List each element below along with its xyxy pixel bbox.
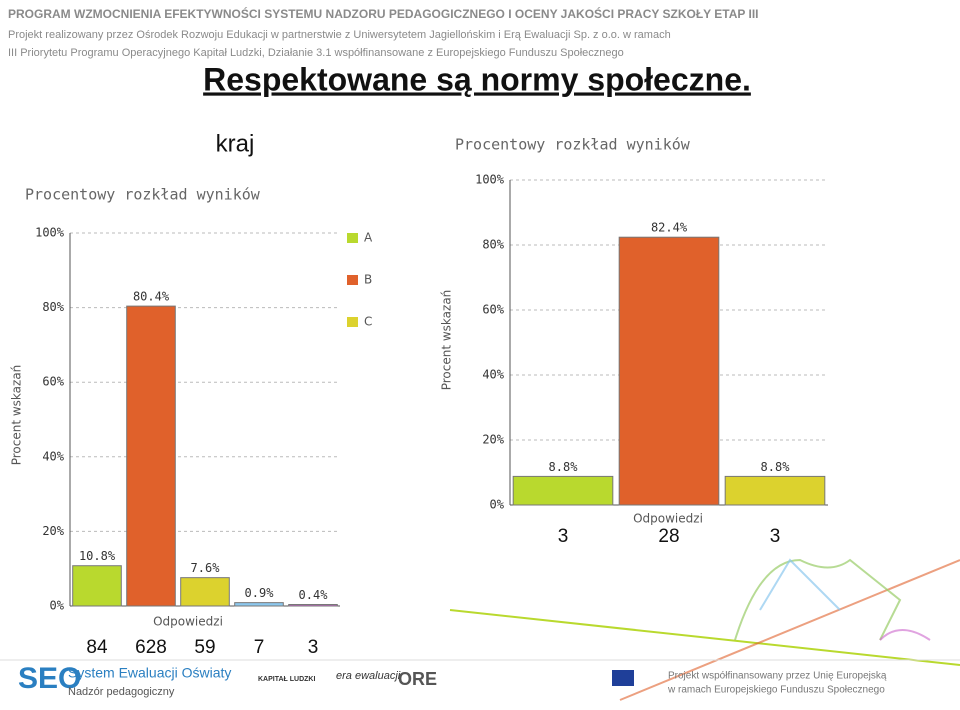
count-label: 628 [135, 637, 167, 658]
kl-logo: KAPITAŁ LUDZKI [258, 676, 315, 683]
legend-swatch [347, 317, 358, 327]
count-label: 7 [254, 637, 265, 658]
bar [724, 475, 826, 506]
count-label: 3 [308, 637, 319, 658]
bar [618, 236, 720, 506]
y-tick-label: 100% [475, 173, 505, 187]
seo-sub: Nadzór pedagogiczny [68, 686, 175, 698]
y-tick-label: 60% [482, 303, 504, 317]
era-logo: era ewaluacji [336, 670, 401, 682]
count-label: 59 [194, 637, 215, 658]
count-label: 28 [658, 526, 679, 547]
eu-line: w ramach Europejskiego Funduszu Społeczn… [667, 685, 885, 696]
bar [180, 577, 230, 607]
bar [288, 604, 338, 607]
bar [126, 305, 176, 607]
y-tick-label: 100% [35, 226, 65, 240]
chart-caption: kraj [216, 130, 255, 157]
x-axis-label: Odpowiedzi [633, 512, 703, 526]
program-title: PROGRAM WZMOCNIENIA EFEKTYWNOŚCI SYSTEMU… [8, 6, 759, 21]
y-tick-label: 20% [42, 524, 64, 538]
legend-label: B [364, 273, 372, 287]
y-tick-label: 40% [42, 449, 64, 463]
value-label: 0.9% [245, 586, 275, 600]
decoration [449, 558, 960, 701]
header-line: Projekt realizowany przez Ośrodek Rozwoj… [8, 29, 671, 41]
value-label: 0.4% [299, 588, 329, 602]
y-tick-label: 0% [50, 599, 65, 613]
seo-logo: SEO [18, 662, 81, 695]
value-label: 8.8% [761, 460, 791, 474]
bar [72, 565, 122, 607]
y-tick-label: 60% [42, 375, 64, 389]
legend-label: A [364, 231, 373, 245]
legend-swatch [347, 275, 358, 285]
legend-label: C [364, 315, 372, 329]
y-tick-label: 80% [482, 238, 504, 252]
slide-title: Respektowane są normy społeczne. [203, 61, 751, 97]
y-axis-label: Procent wskazań [10, 365, 24, 466]
bar [234, 602, 284, 607]
ore-logo: ORE [398, 669, 437, 689]
value-label: 80.4% [133, 290, 170, 304]
count-label: 3 [558, 526, 569, 547]
value-label: 7.6% [191, 561, 221, 575]
eu-flag [612, 670, 634, 686]
seo-name: System Ewaluacji Oświaty [68, 665, 231, 681]
y-tick-label: 40% [482, 368, 504, 382]
x-axis-label: Odpowiedzi [153, 615, 223, 629]
chart-title: Procentowy rozkład wyników [25, 186, 261, 204]
chart-title: Procentowy rozkład wyników [455, 136, 691, 154]
legend-swatch [347, 233, 358, 243]
value-label: 82.4% [651, 221, 688, 235]
count-label: 84 [86, 637, 108, 658]
value-label: 8.8% [549, 460, 579, 474]
bar [512, 475, 614, 506]
header-line: III Priorytetu Programu Operacyjnego Kap… [8, 47, 624, 59]
count-label: 3 [770, 526, 781, 547]
eu-line: Projekt współfinansowany przez Unię Euro… [668, 671, 887, 682]
value-label: 10.8% [79, 549, 116, 563]
y-tick-label: 20% [482, 433, 504, 447]
y-tick-label: 80% [42, 300, 64, 314]
y-tick-label: 0% [490, 498, 505, 512]
y-axis-label: Procent wskazań [440, 290, 454, 391]
